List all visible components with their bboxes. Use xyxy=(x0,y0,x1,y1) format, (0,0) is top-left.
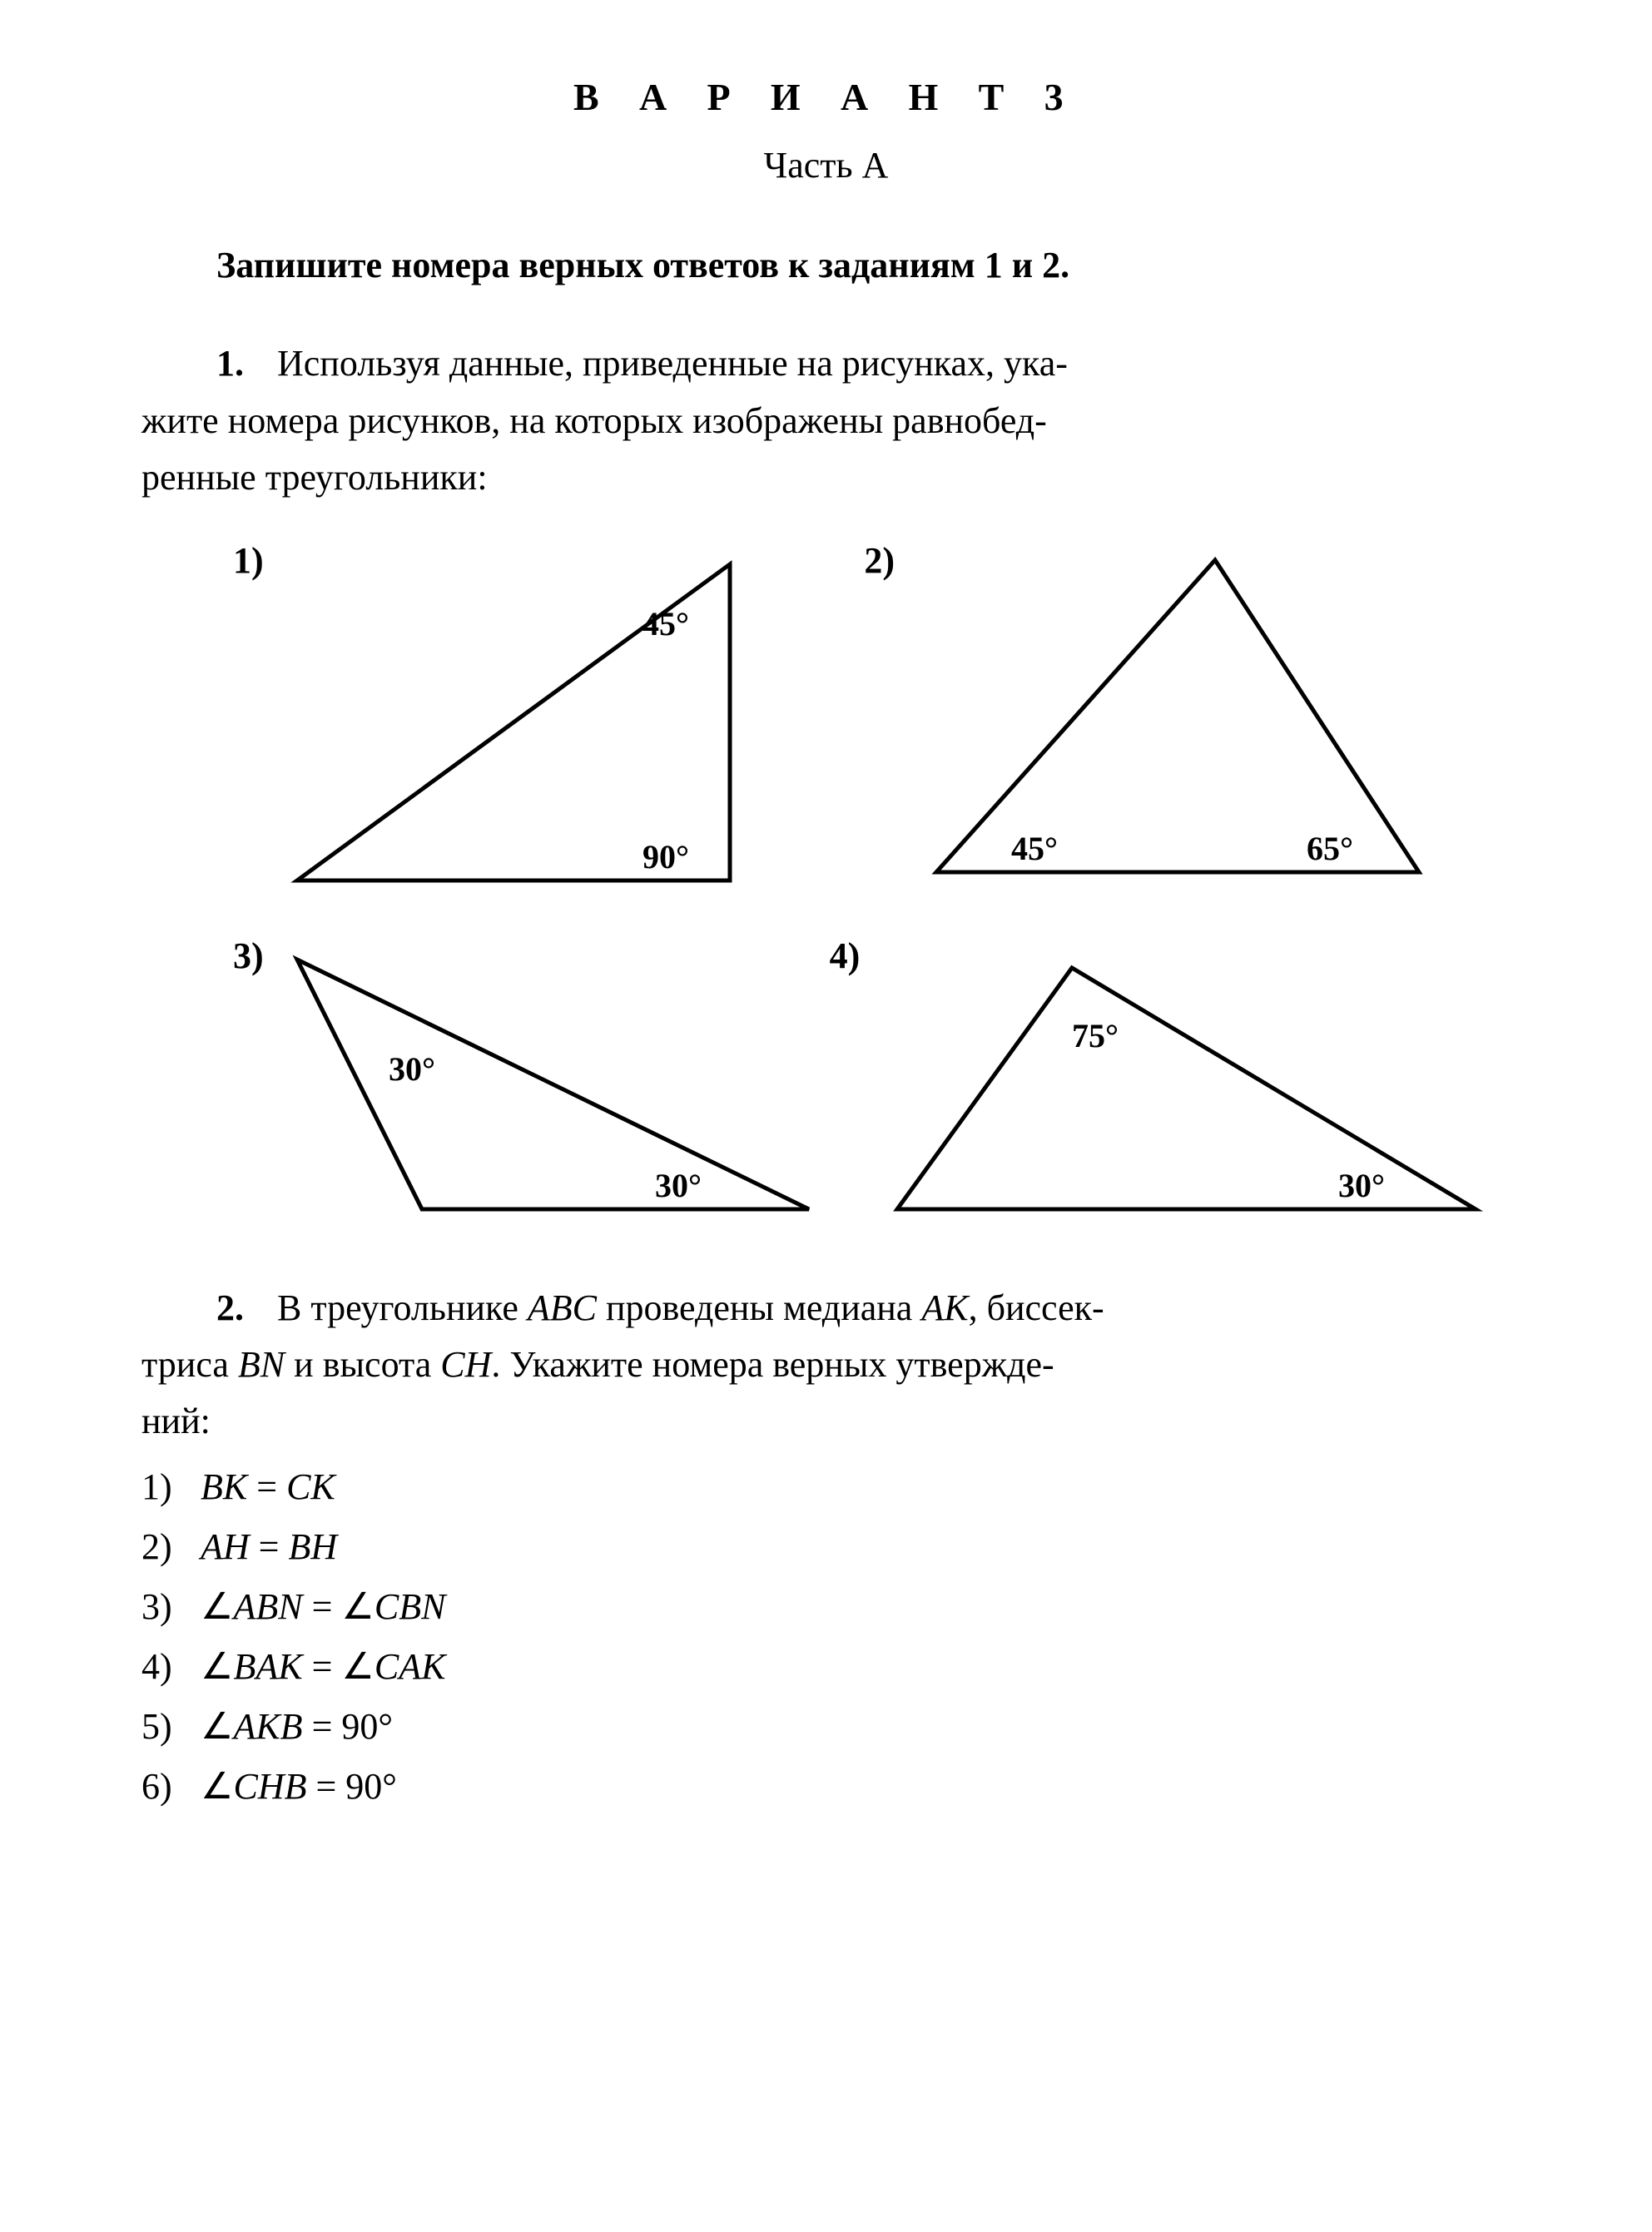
statement-2-lhs: AH xyxy=(201,1526,250,1567)
statement-3-num: 3) xyxy=(141,1579,191,1635)
p2-t1: В треугольнике xyxy=(277,1287,528,1328)
statement-4-op: = xyxy=(303,1646,342,1687)
triangle-4-angle-br: 30° xyxy=(1338,1167,1385,1204)
triangle-2-svg: 45° 65° xyxy=(911,539,1444,897)
problem1-number: 1. xyxy=(216,343,244,384)
figure-3-label: 3) xyxy=(233,935,264,977)
p2-median: AK xyxy=(921,1287,968,1328)
p2-l2c: . Укажите номера верных утвержде- xyxy=(491,1344,1054,1385)
statement-6-al: CHB xyxy=(233,1766,306,1807)
statement-1-op: = xyxy=(247,1466,286,1507)
statement-4-al: BAK xyxy=(233,1646,302,1687)
problem1-line3: ренные треугольники: xyxy=(141,457,488,498)
figures-row-1: 1) 45° 90° 2) 45° 65° xyxy=(141,539,1511,897)
statement-5-num: 5) xyxy=(141,1699,191,1755)
statements-list: 1) BK = CK 2) AH = BH 3) ∠ABN = ∠CBN 4) … xyxy=(141,1459,1511,1816)
triangle-1-angle-top: 45° xyxy=(642,605,689,642)
statement-4-ar: CAK xyxy=(375,1646,446,1687)
figure-4: 4) 75° 30° xyxy=(830,935,1501,1242)
problem2-number: 2. xyxy=(216,1287,244,1328)
statement-2-num: 2) xyxy=(141,1519,191,1575)
problem1-line2: жите номера рисунков, на которых изображ… xyxy=(141,400,1047,441)
statement-1-num: 1) xyxy=(141,1459,191,1515)
statement-3-ar: CBN xyxy=(375,1586,446,1627)
triangle-3-angle-tl: 30° xyxy=(389,1050,435,1088)
p2-altitude: CH xyxy=(440,1344,491,1385)
figure-3: 3) 30° 30° xyxy=(233,935,830,1242)
p2-t3: , биссек- xyxy=(969,1287,1104,1328)
triangle-2-angle-bl: 45° xyxy=(1011,830,1058,867)
triangle-2-angle-br: 65° xyxy=(1307,830,1353,867)
p2-l3: ний: xyxy=(141,1401,211,1441)
statement-5-al: AKB xyxy=(233,1706,302,1747)
problem1-text: 1. Используя данные, приведенные на рисун… xyxy=(141,335,1511,506)
triangle-3-svg: 30° 30° xyxy=(280,935,830,1242)
p2-l2b: и высота xyxy=(285,1344,440,1385)
triangle-1-angle-br: 90° xyxy=(642,838,689,875)
problem2-text: 2. В треугольнике ABC проведены медиана A… xyxy=(141,1280,1511,1451)
angle-icon: ∠ xyxy=(341,1586,374,1627)
angle-icon: ∠ xyxy=(201,1706,233,1747)
p2-bisector: BN xyxy=(238,1344,285,1385)
statement-2: 2) AH = BH xyxy=(141,1519,1511,1575)
triangle-2-shape xyxy=(936,560,1419,872)
angle-icon: ∠ xyxy=(201,1586,233,1627)
triangle-1-svg: 45° 90° xyxy=(280,539,747,897)
statement-2-rhs: BH xyxy=(288,1526,337,1567)
variant-title: В А Р И А Н Т 3 xyxy=(141,75,1511,119)
angle-icon: ∠ xyxy=(201,1646,233,1687)
part-title: Часть А xyxy=(141,144,1511,186)
figures-row-2: 3) 30° 30° 4) 75° 30° xyxy=(141,935,1511,1242)
p2-t2: проведены медиана xyxy=(597,1287,921,1328)
figure-2: 2) 45° 65° xyxy=(864,539,1444,897)
statement-5-op: = xyxy=(303,1706,342,1747)
statement-6-op: = xyxy=(306,1766,345,1807)
statement-6-num: 6) xyxy=(141,1758,191,1815)
statement-3-al: ABN xyxy=(233,1586,302,1627)
statement-3: 3) ∠ABN = ∠CBN xyxy=(141,1579,1511,1635)
statement-2-op: = xyxy=(250,1526,289,1567)
figure-1-label: 1) xyxy=(233,539,264,582)
statement-1-lhs: BK xyxy=(201,1466,247,1507)
statement-5: 5) ∠AKB = 90° xyxy=(141,1699,1511,1755)
figure-1: 1) 45° 90° xyxy=(233,539,747,897)
angle-icon: ∠ xyxy=(201,1766,233,1807)
instruction-text: Запишите номера верных ответов к задания… xyxy=(141,241,1511,290)
statement-3-op: = xyxy=(303,1586,342,1627)
statement-6: 6) ∠CHB = 90° xyxy=(141,1758,1511,1815)
statement-4-num: 4) xyxy=(141,1639,191,1695)
figure-2-label: 2) xyxy=(864,539,895,582)
triangle-3-angle-br: 30° xyxy=(655,1167,702,1204)
statement-5-rhs: 90° xyxy=(341,1706,393,1747)
figure-4-label: 4) xyxy=(830,935,861,977)
triangle-4-shape xyxy=(897,968,1476,1209)
statement-6-rhs: 90° xyxy=(345,1766,397,1807)
triangle-3-shape xyxy=(297,960,809,1209)
triangle-4-svg: 75° 30° xyxy=(876,935,1501,1242)
problem1-line1: Используя данные, приведенные на рисунка… xyxy=(277,343,1068,384)
p2-tri: ABC xyxy=(528,1287,597,1328)
statement-1-rhs: CK xyxy=(286,1466,335,1507)
angle-icon: ∠ xyxy=(341,1646,374,1687)
triangle-4-angle-top: 75° xyxy=(1072,1017,1119,1054)
statement-1: 1) BK = CK xyxy=(141,1459,1511,1515)
p2-l2a: триса xyxy=(141,1344,238,1385)
statement-4: 4) ∠BAK = ∠CAK xyxy=(141,1639,1511,1695)
